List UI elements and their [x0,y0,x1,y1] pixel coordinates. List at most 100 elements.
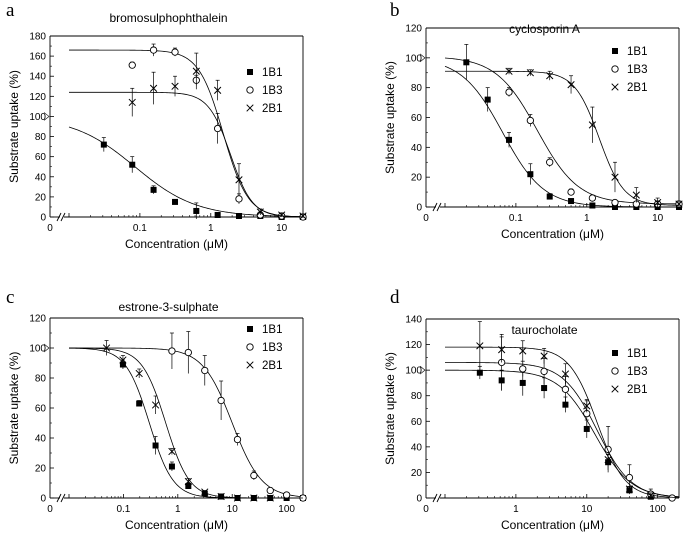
data-point [193,207,200,214]
data-point [583,402,591,410]
data-point [233,494,242,502]
y-tick-label: 40 [35,172,47,183]
y-tick-label: 140 [29,72,46,83]
data-point [135,369,143,378]
data-point [168,447,176,456]
legend-marker [246,104,254,112]
data-point [505,67,513,75]
series-1B3 [444,57,683,208]
chart-title: bromosulphophthalein [109,11,227,25]
series-2B1 [445,321,680,500]
data-point [505,88,513,96]
data-point [149,84,158,92]
data-point [519,379,526,386]
y-tick-label: 20 [35,464,47,475]
data-point [498,346,506,354]
legend-label: 1B3 [627,64,647,76]
y-tick-label: 0 [416,494,422,505]
y-tick-label: 120 [405,24,422,35]
legend-marker [246,361,254,369]
x-axis-label: Concentration (μM) [501,518,604,532]
x-tick-label: 10 [581,504,593,515]
y-tick-label: 20 [35,192,47,203]
data-point [256,208,264,216]
chart-title: cyclosporin A [509,22,580,36]
data-point [526,116,535,125]
data-point [476,342,484,350]
x-tick-label: 0.1 [509,213,523,224]
x-tick-label: 1 [175,504,181,515]
legend-label: 2B1 [627,82,647,94]
data-point [611,204,618,210]
data-point [540,352,548,360]
data-point [150,186,157,193]
y-tick-label: 20 [411,173,423,184]
y-tick-label: 100 [405,366,422,377]
legend-label: 1B1 [262,324,282,336]
data-point [151,401,160,409]
data-point [463,59,470,66]
y-tick-label: 60 [35,404,47,415]
fit-curve [444,65,679,208]
data-point [233,435,242,444]
y-tick-label: 0 [416,203,422,214]
series-1B3 [69,331,307,502]
y-axis-label: Substrate uptake (%) [7,352,21,465]
data-point [201,366,209,375]
y-tick-label: 100 [405,53,422,64]
x-tick-label: 100 [649,504,666,515]
series-2B1 [445,67,683,208]
x-tick-label-zero: 0 [423,504,429,515]
data-point [171,48,179,56]
fit-curve [445,346,680,498]
y-tick-label: 40 [411,442,423,453]
fit-curve [68,126,304,217]
data-point [100,141,107,148]
legend-marker [246,343,254,351]
data-point [184,477,192,486]
data-point [128,61,136,69]
series-2B1 [69,52,307,220]
panel-a: a bromosulphophthalein0204060801001201401… [6,0,307,251]
y-tick-label: 100 [29,344,46,355]
legend-marker [247,69,253,75]
data-point [519,347,527,355]
data-point [250,494,258,502]
axis-break-mark [432,493,442,503]
y-tick-label: 0 [40,213,46,224]
data-point [129,161,136,168]
y-tick-label: 160 [29,52,46,63]
x-tick-label: 0.1 [133,223,147,234]
data-point [192,67,200,75]
data-point [668,494,676,502]
x-tick-label: 10 [652,213,664,224]
legend-marker [611,367,619,375]
data-point [213,86,222,94]
data-point [604,455,612,464]
legend-marker [612,350,618,356]
y-tick-label: 80 [411,391,423,402]
panel-letter: a [6,0,15,21]
y-tick-label: 0 [40,494,46,505]
panel-letter: c [6,287,14,308]
y-tick-label: 40 [35,434,47,445]
data-point [568,198,575,205]
x-axis-label: Concentration (μM) [125,518,228,532]
data-point [562,401,569,408]
data-point [546,158,554,166]
legend-label: 2B1 [262,103,282,115]
y-tick-label: 20 [411,468,423,479]
y-tick-label: 60 [411,417,423,428]
legend-label: 1B1 [627,46,647,58]
data-point [266,494,274,502]
x-tick-label-zero: 0 [47,504,53,515]
legend-marker [612,48,618,54]
data-point [567,81,575,89]
data-point [654,198,662,207]
data-point [185,483,192,489]
axis-break-mark [56,212,66,222]
fit-curve [69,91,304,218]
legend-marker [611,83,619,91]
y-tick-label: 120 [29,314,46,325]
